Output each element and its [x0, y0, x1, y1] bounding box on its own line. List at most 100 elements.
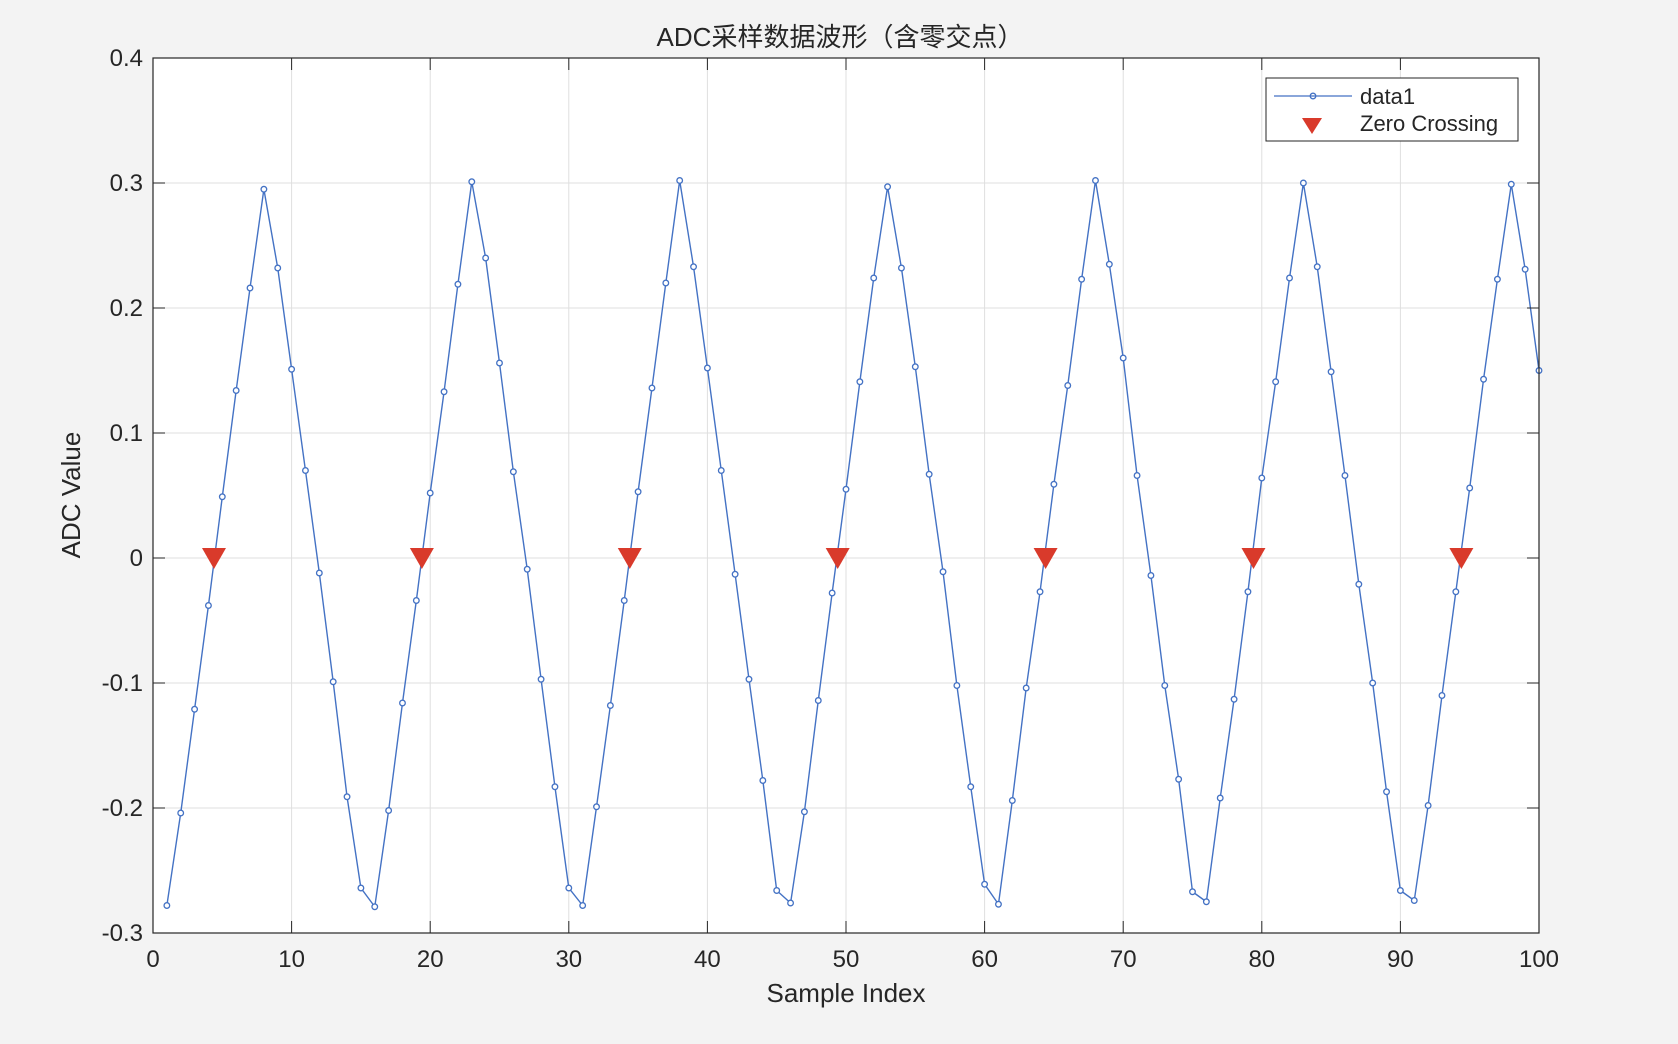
- x-tick-label: 80: [1248, 946, 1275, 973]
- data1-point: [1299, 179, 1307, 187]
- legend-box: [1265, 77, 1519, 142]
- data1-point: [967, 783, 975, 791]
- data1-point: [163, 902, 171, 909]
- data1-point: [371, 903, 379, 911]
- legend-marker-zero-crossing: [1302, 118, 1322, 134]
- data1-point: [302, 467, 309, 474]
- data1-point: [551, 783, 559, 791]
- data1-point: [884, 183, 892, 191]
- data1-point: [1355, 580, 1363, 588]
- data1-point: [385, 807, 393, 814]
- data1-point: [745, 675, 753, 683]
- data1-point: [565, 884, 573, 892]
- data1-point: [1105, 260, 1113, 268]
- data1-point: [523, 565, 531, 573]
- data1-point: [246, 284, 254, 292]
- data1-point: [1202, 898, 1210, 906]
- x-tick-label: 90: [1387, 946, 1414, 973]
- data1-point: [509, 468, 517, 476]
- zero-crossing-marker: [1241, 548, 1266, 569]
- data1-point: [315, 569, 323, 577]
- data1-point: [828, 589, 836, 597]
- data1-point: [343, 793, 351, 801]
- ticks: [152, 57, 1540, 934]
- data1-point: [676, 177, 684, 184]
- data1-point: [787, 899, 795, 907]
- data1-point: [593, 803, 600, 811]
- data1-point: [537, 675, 545, 683]
- data1-point: [357, 884, 365, 892]
- data1-point: [1036, 588, 1044, 596]
- tick-labels: 0 10 20 30 40 50 60 70 80 90 100 -0.3 -0.2 -0.1 0 0.1 0.…: [102, 45, 1559, 973]
- x-tick-label: 50: [833, 946, 860, 973]
- x-tick-label: 0: [146, 946, 159, 973]
- zero-crossing-marker: [1033, 548, 1058, 569]
- y-tick-label: -0.2: [102, 795, 143, 822]
- data1-point: [1410, 897, 1418, 904]
- data1-point: [288, 365, 296, 373]
- data1-point: [329, 678, 337, 686]
- data1-point: [1424, 802, 1432, 809]
- data1-point: [1008, 797, 1016, 804]
- zero-crossing-marker: [201, 548, 226, 569]
- data1-point: [1272, 378, 1280, 386]
- data1-point: [412, 597, 420, 604]
- data1-point: [731, 570, 739, 578]
- series-lines: [166, 179, 1540, 908]
- data1-point: [1147, 572, 1155, 579]
- data1-point: [232, 387, 240, 394]
- data1-point: [703, 364, 711, 372]
- data1-point: [399, 699, 406, 707]
- data1-point: [1341, 472, 1349, 479]
- data1-point: [620, 597, 628, 604]
- data1-point: [218, 493, 226, 501]
- x-tick-label: 30: [555, 946, 582, 973]
- x-tick-label: 20: [417, 946, 444, 973]
- data1-point: [274, 264, 282, 272]
- data1-point: [440, 388, 448, 396]
- data1-point: [177, 809, 185, 817]
- data1-point: [662, 279, 670, 287]
- data1-point: [690, 263, 697, 271]
- data1-point: [939, 568, 947, 576]
- data1-point: [1258, 474, 1266, 482]
- y-tick-label: -0.3: [102, 920, 143, 947]
- data1-point: [1022, 684, 1030, 692]
- data1-point: [953, 682, 961, 689]
- data1-point: [260, 185, 268, 193]
- data1-point: [800, 808, 808, 816]
- data1-point: [1521, 265, 1529, 273]
- data1-point: [1383, 788, 1390, 796]
- data1-point: [995, 900, 1002, 908]
- data1-point: [1466, 484, 1474, 492]
- zero-crossing-marker: [1449, 548, 1474, 569]
- data1-point: [1050, 480, 1058, 488]
- zero-crossing-marker: [617, 548, 642, 569]
- y-tick-label: 0: [130, 545, 143, 572]
- data1-point: [1161, 682, 1169, 689]
- x-tick-label: 70: [1110, 946, 1137, 973]
- legend-marker-data1: [1309, 92, 1317, 100]
- data1-point: [1133, 472, 1141, 479]
- data1-point: [468, 178, 476, 186]
- data1-point: [1327, 368, 1335, 376]
- data1-point: [1438, 692, 1446, 699]
- data1-point: [911, 363, 919, 371]
- chart-title: ADC采样数据波形（含零交点）: [657, 22, 1024, 52]
- x-tick-label: 10: [278, 946, 305, 973]
- y-tick-label: 0.1: [110, 420, 143, 447]
- data1-point: [454, 280, 462, 288]
- data1-point: [1369, 679, 1377, 687]
- y-tick-label: 0.4: [110, 45, 143, 72]
- data1-point: [1216, 794, 1224, 802]
- zero-crossing-marker: [825, 548, 850, 569]
- data1-point: [1092, 177, 1099, 184]
- legend-label-zero-crossing: Zero Crossing: [1360, 111, 1498, 136]
- series-markers: [163, 177, 1543, 911]
- data1-point: [1189, 888, 1196, 896]
- y-tick-label: 0.2: [110, 295, 143, 322]
- data1-point: [1480, 375, 1488, 383]
- zero-crossing-marker: [409, 548, 434, 569]
- legend-label-data1: data1: [1360, 84, 1415, 109]
